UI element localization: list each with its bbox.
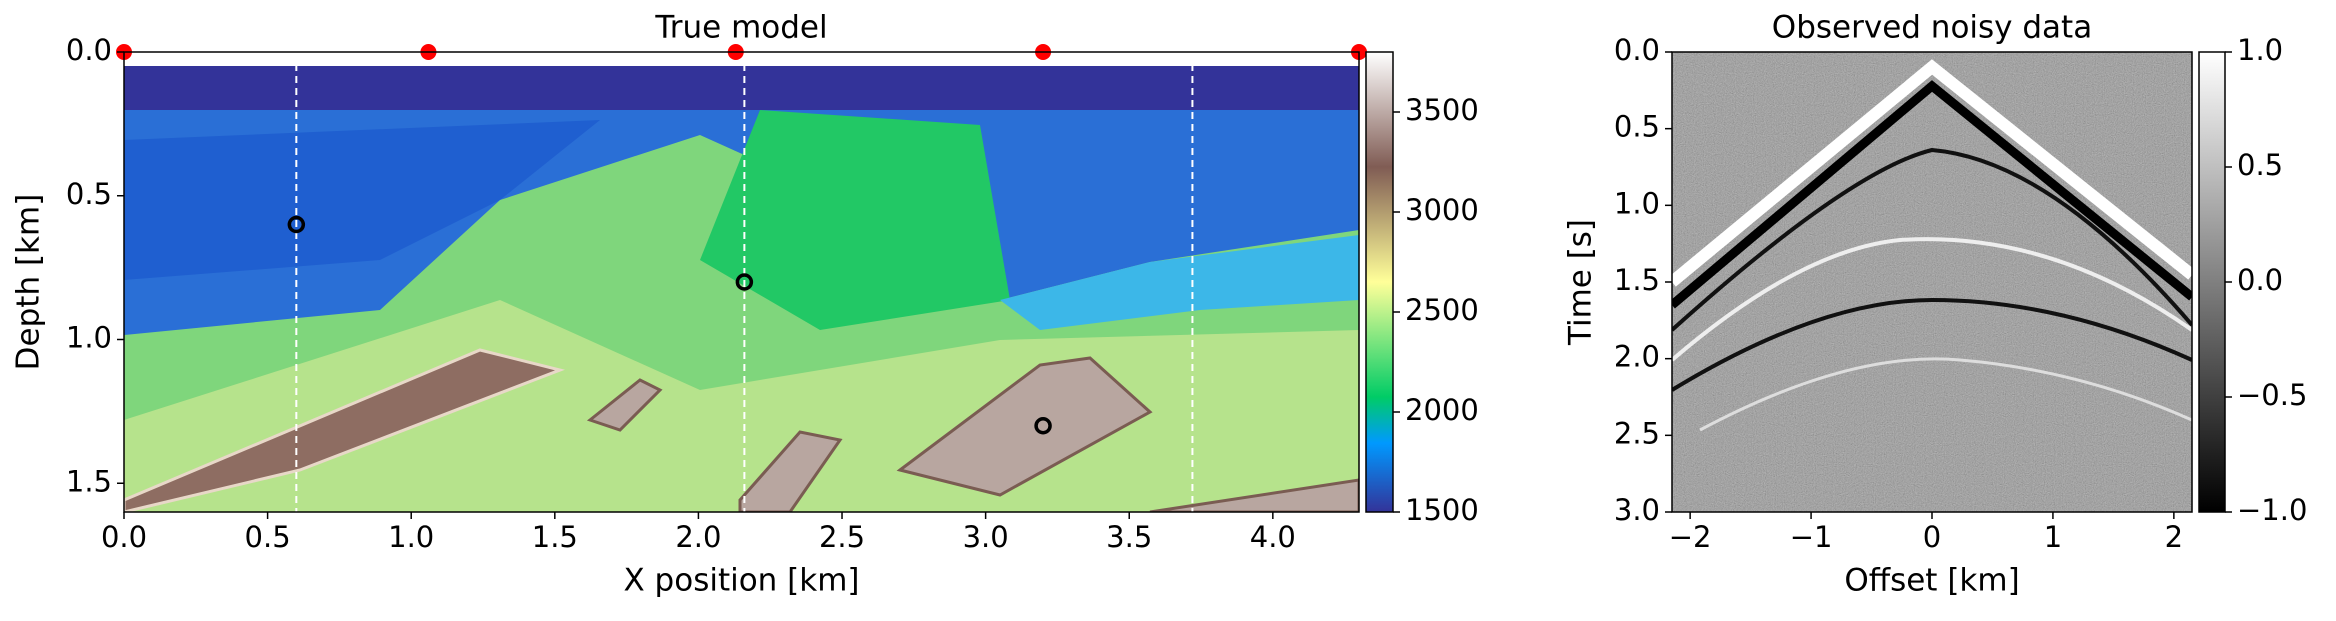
x-axis-label: Offset [km] xyxy=(1844,563,2019,599)
x-tick-label: −2 xyxy=(1669,520,1712,554)
point xyxy=(1034,417,1052,435)
colorbar-tick-label: 2500 xyxy=(1405,293,1479,327)
colorbar-tick-label: 2000 xyxy=(1405,393,1479,427)
x-tick-label: 2 xyxy=(2165,520,2183,554)
point xyxy=(735,273,754,291)
y-tick-label: 1.0 xyxy=(1614,186,1660,220)
colorbar-tick-label: 0.5 xyxy=(2237,148,2283,182)
colorbar-tick-label: 3500 xyxy=(1405,93,1479,127)
axes-frame xyxy=(123,51,1360,513)
y-axis-label: Time [s] xyxy=(1563,219,1599,346)
x-tick-label: −1 xyxy=(1790,520,1833,554)
x-axis-label: X position [km] xyxy=(623,563,859,599)
x-tick-label: 2.5 xyxy=(819,520,865,554)
x-tick-label: 0.0 xyxy=(101,520,147,554)
colorbar xyxy=(2198,51,2226,513)
model-image xyxy=(124,52,1359,512)
x-tick-label: 1.5 xyxy=(532,520,578,554)
x-tick-label: 0 xyxy=(1923,520,1941,554)
y-axis-label: Depth [km] xyxy=(11,194,47,371)
x-tick-label: 0.5 xyxy=(245,520,291,554)
y-tick-label: 2.0 xyxy=(1614,340,1660,374)
y-tick-label: 0.5 xyxy=(66,177,112,211)
x-tick-label: 1 xyxy=(2044,520,2062,554)
y-tick-label: 1.5 xyxy=(66,464,112,498)
colorbar-tick-label: −1.0 xyxy=(2237,493,2307,527)
y-tick-label: 1.0 xyxy=(66,321,112,355)
colorbar-tick-label: 0.0 xyxy=(2237,263,2283,297)
colorbar-tick-label: 3000 xyxy=(1405,193,1479,227)
y-tick-label: 2.5 xyxy=(1614,416,1660,450)
data-image xyxy=(1672,52,2192,512)
colorbar-tick-label: 1.0 xyxy=(2237,33,2283,67)
colorbar xyxy=(1365,51,1394,513)
chart-title: Observed noisy data xyxy=(1772,10,2092,46)
x-tick-label: 1.0 xyxy=(388,520,434,554)
y-tick-label: 0.0 xyxy=(1614,33,1660,67)
colorbar-tick-label: −0.5 xyxy=(2237,378,2307,412)
x-tick-label: 3.0 xyxy=(963,520,1009,554)
point xyxy=(287,215,306,234)
x-tick-label: 2.0 xyxy=(675,520,721,554)
y-tick-label: 1.5 xyxy=(1614,263,1660,297)
colorbar-tick-label: 1500 xyxy=(1405,493,1479,527)
y-tick-label: 0.0 xyxy=(66,33,112,67)
y-tick-label: 3.0 xyxy=(1614,493,1660,527)
x-tick-label: 3.5 xyxy=(1106,520,1152,554)
x-tick-label: 4.0 xyxy=(1250,520,1296,554)
y-tick-label: 0.5 xyxy=(1614,110,1660,144)
chart-title: True model xyxy=(654,10,827,46)
